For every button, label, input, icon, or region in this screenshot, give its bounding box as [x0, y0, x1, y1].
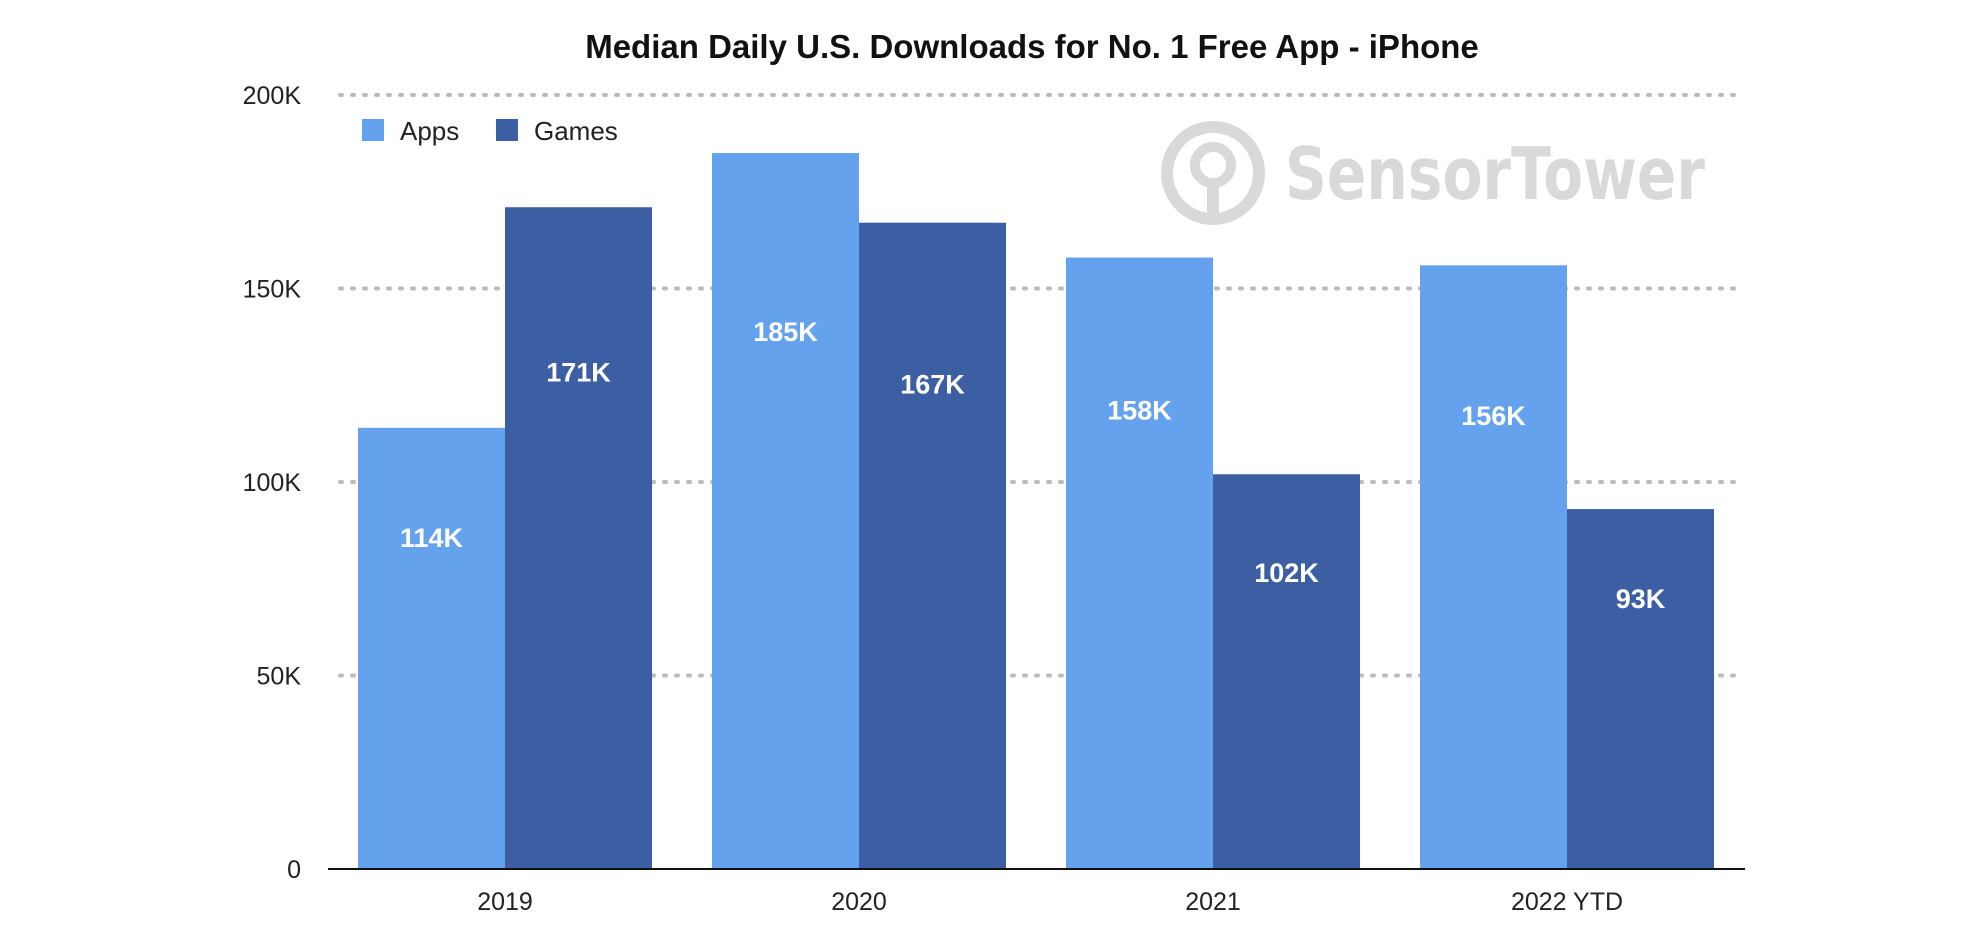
y-axis-ticks: 0 50K 100K 150K 200K [243, 82, 302, 884]
legend-swatch-games [496, 119, 518, 141]
bar-games-3 [1567, 509, 1714, 869]
x-tick-label: 2021 [1185, 888, 1241, 916]
bar-apps-0 [358, 427, 505, 869]
chart-title: Median Daily U.S. Downloads for No. 1 Fr… [585, 28, 1479, 65]
bars [358, 153, 1714, 870]
data-label-games-2: 102K [1254, 558, 1319, 588]
y-tick-label: 100K [243, 469, 302, 497]
legend-label-apps: Apps [400, 116, 459, 146]
legend: Apps Games [362, 116, 618, 146]
sensor-tower-logo-icon [1161, 121, 1265, 225]
bar-games-0 [505, 207, 652, 870]
watermark-text: SensorTower [1285, 132, 1705, 216]
bar-games-2 [1213, 474, 1360, 869]
data-label-apps-1: 185K [753, 317, 818, 347]
y-tick-label: 200K [243, 82, 302, 110]
data-label-apps-3: 156K [1461, 401, 1526, 431]
x-tick-label: 2022 YTD [1511, 888, 1623, 916]
watermark: SensorTower [1161, 121, 1705, 225]
bar-apps-1 [712, 153, 859, 870]
legend-label-games: Games [534, 116, 618, 146]
x-tick-label: 2020 [831, 888, 887, 916]
y-tick-label: 50K [257, 663, 302, 691]
y-tick-label: 150K [243, 276, 302, 304]
data-label-games-0: 171K [546, 358, 611, 388]
x-axis-ticks: 2019 2020 2021 2022 YTD [477, 888, 1623, 916]
x-tick-label: 2019 [477, 888, 533, 916]
bar-apps-2 [1066, 257, 1213, 869]
bar-apps-3 [1420, 265, 1567, 869]
data-label-games-3: 93K [1616, 584, 1666, 614]
data-label-games-1: 167K [900, 369, 965, 399]
bar-games-1 [859, 222, 1006, 869]
data-labels: 114K 171K 185K 167K 158K 102K 156K 93K [400, 317, 1666, 614]
y-tick-label: 0 [287, 856, 301, 884]
legend-swatch-apps [362, 119, 384, 141]
data-label-apps-2: 158K [1107, 395, 1172, 425]
data-label-apps-0: 114K [400, 523, 464, 553]
